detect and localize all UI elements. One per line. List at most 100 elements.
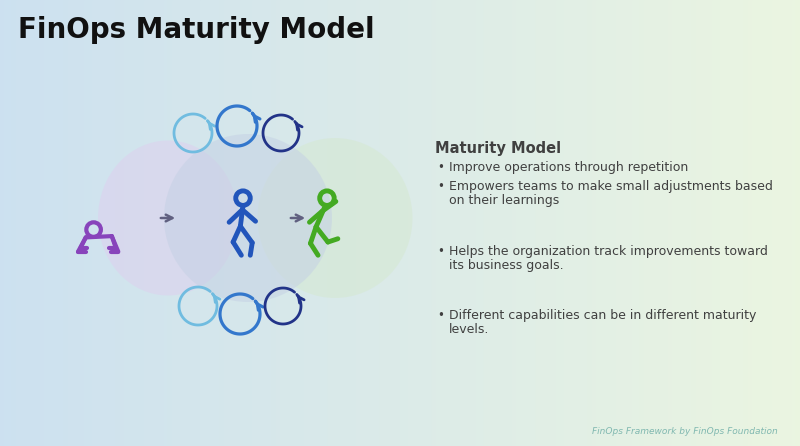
Bar — [104, 0, 109, 446]
Bar — [340, 0, 345, 446]
Ellipse shape — [258, 138, 413, 298]
Bar — [200, 0, 205, 446]
Bar — [88, 0, 93, 446]
Bar — [396, 0, 401, 446]
Bar — [164, 0, 169, 446]
Bar — [452, 0, 457, 446]
Bar — [788, 0, 793, 446]
Bar — [776, 0, 781, 446]
Bar — [636, 0, 641, 446]
Bar — [100, 0, 105, 446]
Bar — [656, 0, 661, 446]
Bar — [740, 0, 745, 446]
Bar — [764, 0, 769, 446]
Bar — [388, 0, 393, 446]
Bar — [464, 0, 469, 446]
Bar — [372, 0, 377, 446]
Bar — [332, 0, 337, 446]
Bar — [8, 0, 13, 446]
Bar — [56, 0, 61, 446]
Bar — [128, 0, 133, 446]
Bar — [644, 0, 649, 446]
Bar — [284, 0, 289, 446]
Text: •: • — [437, 161, 444, 174]
Bar — [416, 0, 421, 446]
Bar — [552, 0, 557, 446]
Bar — [612, 0, 617, 446]
Bar — [280, 0, 285, 446]
Bar — [692, 0, 697, 446]
Bar — [548, 0, 553, 446]
Bar — [460, 0, 465, 446]
Bar — [264, 0, 269, 446]
Bar — [144, 0, 149, 446]
Text: •: • — [437, 244, 444, 258]
Bar — [664, 0, 669, 446]
Bar — [428, 0, 433, 446]
Bar — [160, 0, 165, 446]
Bar — [212, 0, 217, 446]
Bar — [156, 0, 161, 446]
Bar — [288, 0, 293, 446]
Text: •: • — [437, 309, 444, 322]
Text: levels.: levels. — [449, 323, 490, 336]
Text: Helps the organization track improvements toward: Helps the organization track improvement… — [449, 244, 768, 258]
Bar — [404, 0, 409, 446]
Bar — [120, 0, 125, 446]
Bar — [536, 0, 541, 446]
Bar — [328, 0, 333, 446]
Bar — [72, 0, 77, 446]
Bar — [260, 0, 265, 446]
Bar — [448, 0, 453, 446]
Bar — [748, 0, 753, 446]
Bar — [432, 0, 437, 446]
Text: FinOps Framework by FinOps Foundation: FinOps Framework by FinOps Foundation — [592, 427, 778, 436]
Bar — [28, 0, 33, 446]
Bar — [292, 0, 297, 446]
Bar — [488, 0, 493, 446]
Bar — [792, 0, 797, 446]
Bar — [344, 0, 349, 446]
Bar — [252, 0, 257, 446]
Bar — [780, 0, 785, 446]
Bar — [240, 0, 245, 446]
Bar — [48, 0, 53, 446]
Bar — [152, 0, 157, 446]
Bar — [652, 0, 657, 446]
Bar — [392, 0, 397, 446]
Bar — [672, 0, 677, 446]
Bar — [272, 0, 277, 446]
Bar — [668, 0, 673, 446]
Bar — [336, 0, 341, 446]
Bar — [484, 0, 489, 446]
Bar — [512, 0, 517, 446]
Bar — [360, 0, 365, 446]
Bar — [84, 0, 89, 446]
Bar — [132, 0, 137, 446]
Bar — [148, 0, 153, 446]
Bar — [4, 0, 9, 446]
Bar — [736, 0, 741, 446]
Bar — [520, 0, 525, 446]
Bar — [204, 0, 209, 446]
Bar — [52, 0, 57, 446]
Bar — [684, 0, 689, 446]
Bar — [320, 0, 325, 446]
Text: Empowers teams to make small adjustments based: Empowers teams to make small adjustments… — [449, 180, 773, 193]
Bar — [312, 0, 317, 446]
Bar — [532, 0, 537, 446]
Text: Improve operations through repetition: Improve operations through repetition — [449, 161, 688, 174]
Bar — [476, 0, 481, 446]
Bar — [224, 0, 229, 446]
Ellipse shape — [164, 134, 332, 302]
Bar — [680, 0, 685, 446]
Bar — [116, 0, 121, 446]
Bar — [244, 0, 249, 446]
Bar — [708, 0, 713, 446]
Bar — [480, 0, 485, 446]
Bar — [188, 0, 193, 446]
Bar — [504, 0, 509, 446]
Bar — [516, 0, 521, 446]
Bar — [768, 0, 773, 446]
Bar — [508, 0, 513, 446]
